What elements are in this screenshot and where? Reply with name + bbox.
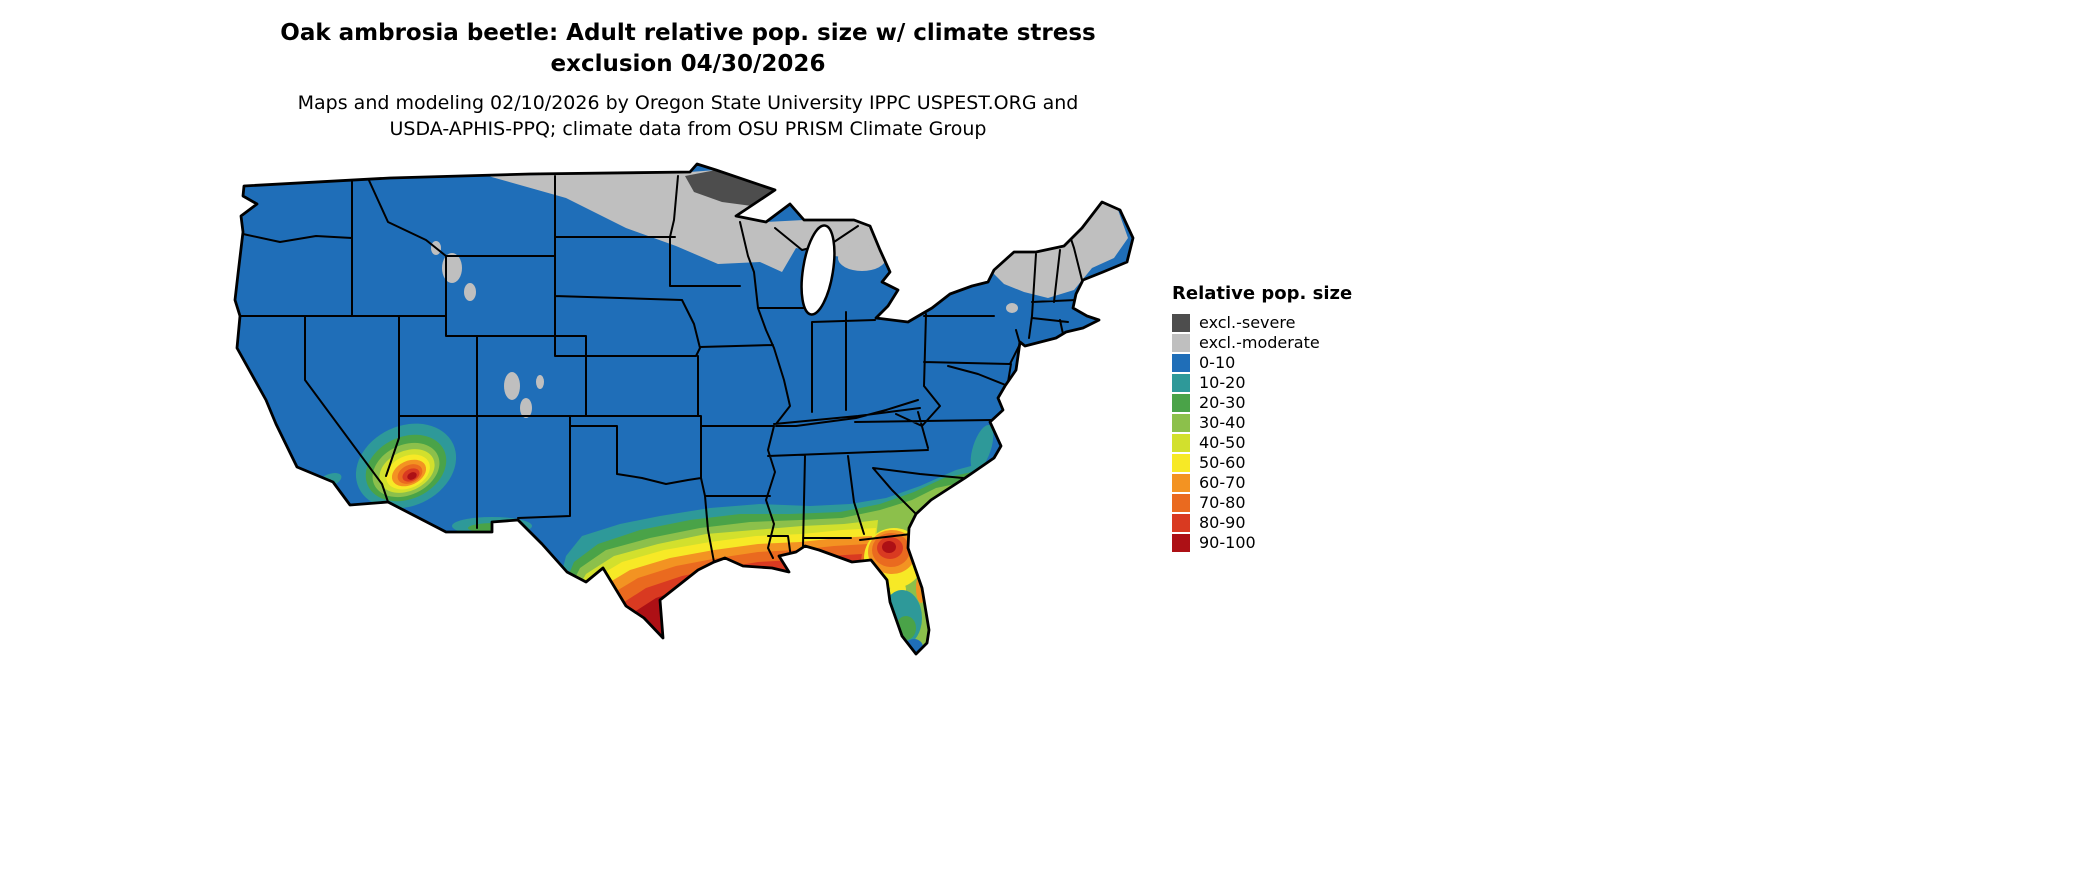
legend-label: 90-100 [1199,533,1256,552]
legend-swatch-70-80 [1172,494,1190,512]
figure-subtitle-line2: USDA-APHIS-PPQ; climate data from OSU PR… [389,118,987,140]
legend-label: 50-60 [1199,453,1246,472]
legend-item-0-10: 0-10 [1172,353,1352,373]
legend-swatch-80-90 [1172,514,1190,532]
legend-item-20-30: 20-30 [1172,393,1352,413]
legend-swatch-0-10 [1172,354,1190,372]
us-map [233,162,1135,656]
legend-item-excl-moderate: excl.-moderate [1172,333,1352,353]
region-florida-dark-red [882,541,896,553]
region-rockies-gray-1 [464,283,476,301]
legend-label: 80-90 [1199,513,1246,532]
legend-swatch-excl-severe [1172,314,1190,332]
legend-label: 10-20 [1199,373,1246,392]
legend-swatch-20-30 [1172,394,1190,412]
legend-label: 70-80 [1199,493,1246,512]
legend-item-80-90: 80-90 [1172,513,1352,533]
legend-item-30-40: 30-40 [1172,413,1352,433]
legend-item-50-60: 50-60 [1172,453,1352,473]
legend-swatch-10-20 [1172,374,1190,392]
region-catskills-gray [1006,303,1018,313]
lake-michigan [800,224,836,316]
legend-label: 30-40 [1199,413,1246,432]
region-colorado-gray-3 [536,375,544,389]
legend-swatch-50-60 [1172,454,1190,472]
legend-swatch-60-70 [1172,474,1190,492]
legend-swatch-40-50 [1172,434,1190,452]
figure-subtitle-line1: Maps and modeling 02/10/2026 by Oregon S… [297,92,1079,114]
figure-title-line1: Oak ambrosia beetle: Adult relative pop.… [280,20,1096,46]
legend-item-90-100: 90-100 [1172,533,1352,553]
legend-label: 40-50 [1199,433,1246,452]
legend-item-10-20: 10-20 [1172,373,1352,393]
legend-swatch-30-40 [1172,414,1190,432]
legend-swatch-90-100 [1172,534,1190,552]
legend-label: excl.-moderate [1199,333,1320,352]
us-outline [233,162,1135,656]
figure-title-line2: exclusion 04/30/2026 [550,51,826,77]
legend-label: 20-30 [1199,393,1246,412]
region-colorado-gray-2 [520,398,532,418]
legend-title: Relative pop. size [1172,283,1353,304]
region-northern-exclusion-moderate [488,170,880,272]
legend: Relative pop. size excl.-severe excl.-mo… [1172,283,1352,553]
region-colorado-gray-1 [504,372,520,400]
legend-item-40-50: 40-50 [1172,433,1352,453]
legend-item-70-80: 70-80 [1172,493,1352,513]
legend-item-60-70: 60-70 [1172,473,1352,493]
region-minnesota-exclusion-severe [685,170,775,206]
legend-label: 0-10 [1199,353,1236,372]
legend-label: 60-70 [1199,473,1246,492]
legend-item-excl-severe: excl.-severe [1172,313,1352,333]
region-michigan-gray [838,245,886,271]
region-arizona-90-100 [407,472,417,480]
legend-label: excl.-severe [1199,313,1296,332]
legend-swatch-excl-moderate [1172,334,1190,352]
state-boundaries [239,175,1083,563]
region-carolina-coast-teal [970,425,994,471]
